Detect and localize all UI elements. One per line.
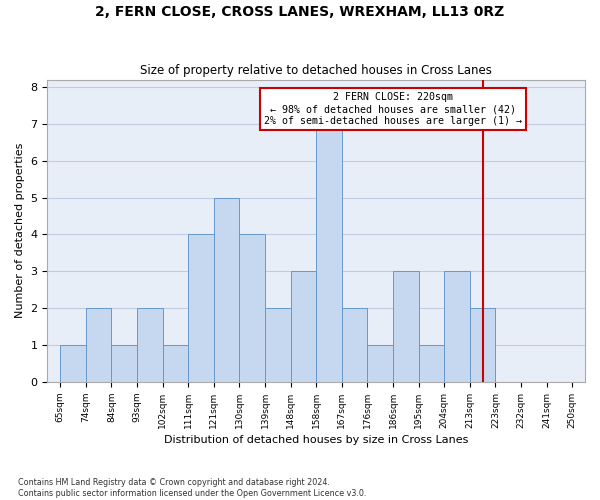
Bar	[265, 308, 290, 382]
Bar	[239, 234, 265, 382]
Title: Size of property relative to detached houses in Cross Lanes: Size of property relative to detached ho…	[140, 64, 492, 77]
Bar	[214, 198, 239, 382]
X-axis label: Distribution of detached houses by size in Cross Lanes: Distribution of detached houses by size …	[164, 435, 469, 445]
Bar	[342, 308, 367, 382]
Text: 2, FERN CLOSE, CROSS LANES, WREXHAM, LL13 0RZ: 2, FERN CLOSE, CROSS LANES, WREXHAM, LL1…	[95, 5, 505, 19]
Bar	[316, 124, 342, 382]
Bar	[470, 308, 496, 382]
Bar	[444, 272, 470, 382]
Text: Contains HM Land Registry data © Crown copyright and database right 2024.
Contai: Contains HM Land Registry data © Crown c…	[18, 478, 367, 498]
Bar	[163, 345, 188, 382]
Bar	[188, 234, 214, 382]
Y-axis label: Number of detached properties: Number of detached properties	[15, 143, 25, 318]
Bar	[393, 272, 419, 382]
Bar	[367, 345, 393, 382]
Bar	[112, 345, 137, 382]
Bar	[86, 308, 112, 382]
Bar	[419, 345, 444, 382]
Bar	[137, 308, 163, 382]
Text: 2 FERN CLOSE: 220sqm
← 98% of detached houses are smaller (42)
2% of semi-detach: 2 FERN CLOSE: 220sqm ← 98% of detached h…	[264, 92, 522, 126]
Bar	[60, 345, 86, 382]
Bar	[290, 272, 316, 382]
